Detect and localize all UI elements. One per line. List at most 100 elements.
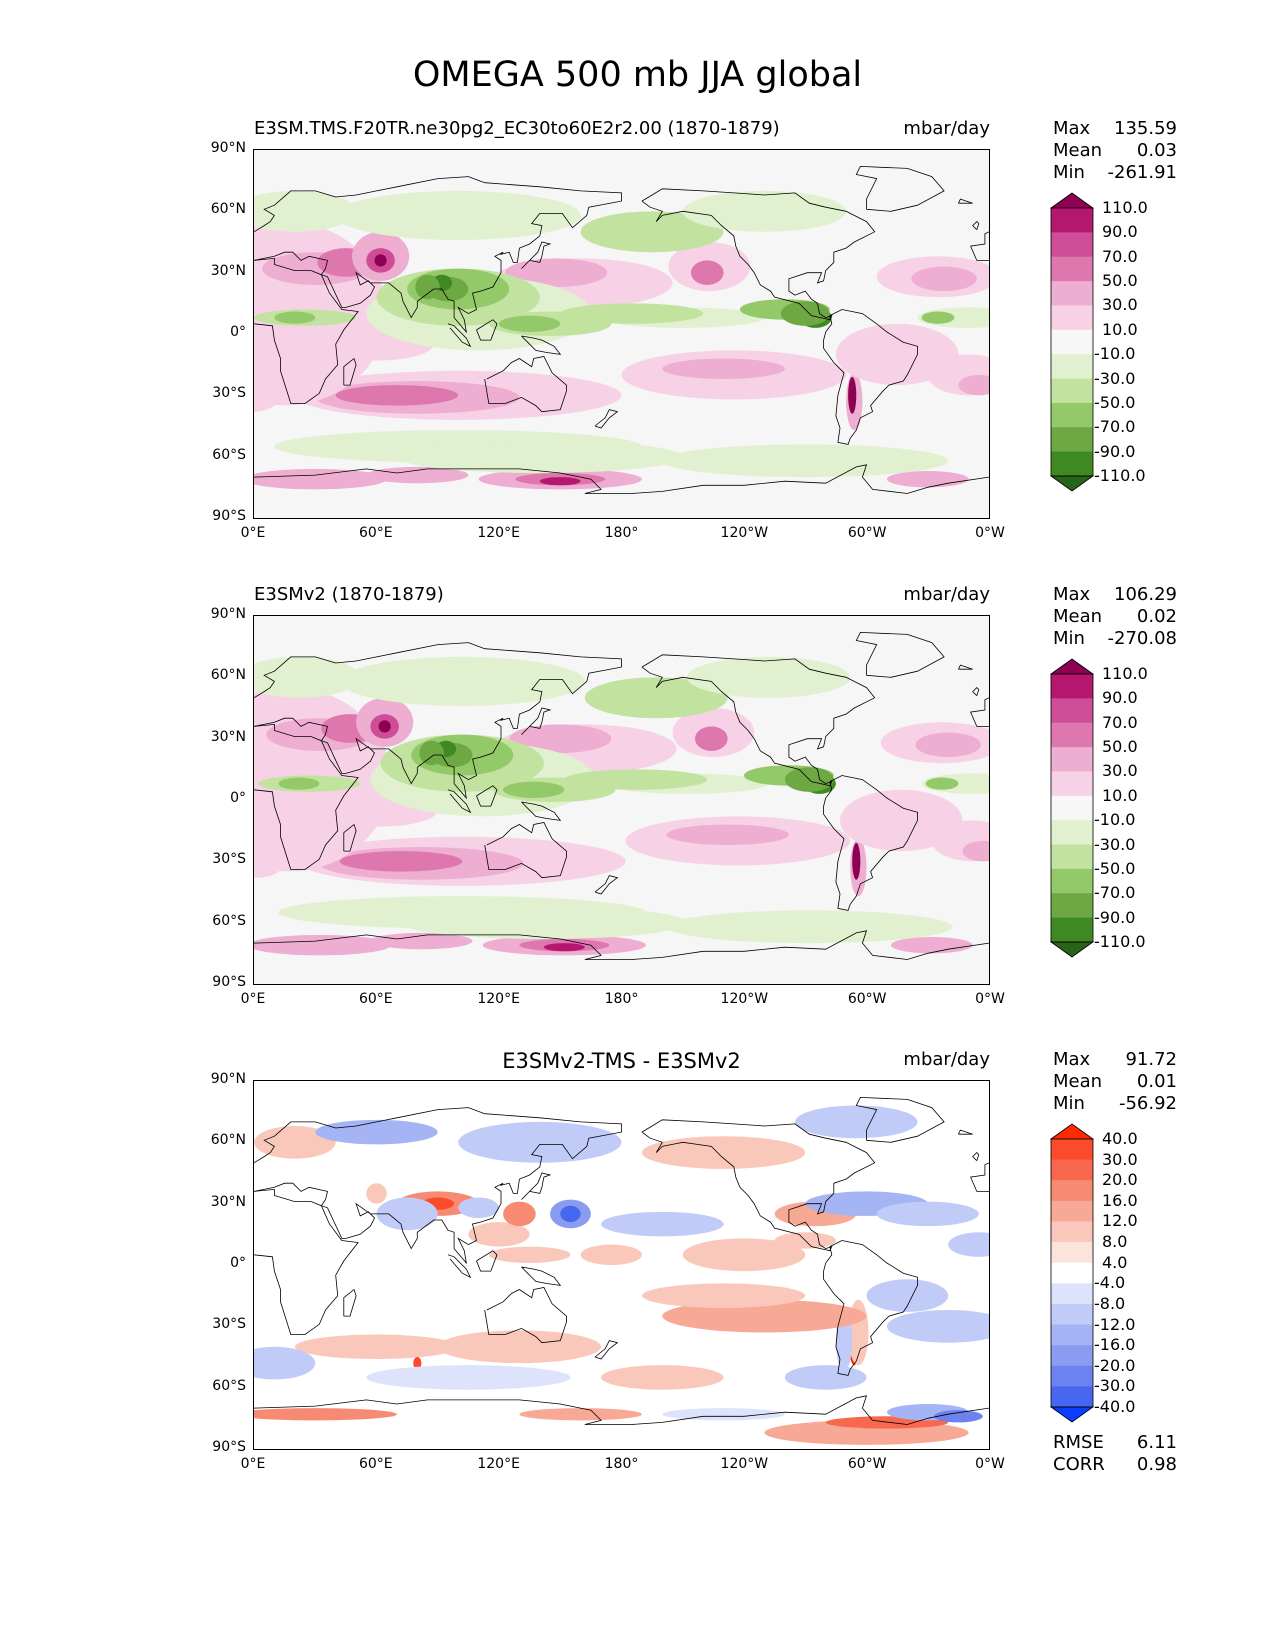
- map-plot: [253, 1080, 990, 1450]
- lon-tick-label: 120°E: [477, 1456, 520, 1472]
- lon-tick-label: 120°E: [477, 525, 520, 541]
- contour-region: [866, 1279, 949, 1313]
- colorbar-level-label: -90.0: [1094, 907, 1136, 927]
- contour-region: [601, 1211, 724, 1237]
- contour-region: [366, 1183, 387, 1204]
- coastline-path: [521, 1172, 552, 1200]
- coastline-path: [958, 198, 973, 204]
- colorbar-level-label: 16.0: [1102, 1190, 1138, 1210]
- contour-region: [948, 1232, 989, 1257]
- stat-mean-value: 0.01: [1136, 1071, 1177, 1092]
- contour-region: [584, 677, 728, 719]
- contour-region: [580, 1244, 642, 1265]
- coastline-path: [484, 822, 567, 879]
- coastline-path: [476, 1250, 498, 1272]
- coastline-path: [970, 231, 989, 261]
- map-field: [254, 631, 989, 960]
- contour-region: [315, 1119, 438, 1145]
- contour-region: [886, 1309, 989, 1343]
- coastline-path: [254, 642, 622, 800]
- contour-region: [366, 466, 469, 484]
- colorbar-swatch: [1051, 698, 1093, 724]
- colorbar-extend-bottom: [1049, 1406, 1095, 1423]
- stat-min-value: -56.92: [1118, 1093, 1177, 1114]
- contour-region: [666, 824, 789, 845]
- contour-region: [468, 1222, 530, 1247]
- lat-tick-label: 30°N: [210, 262, 246, 279]
- contour-region: [641, 1136, 806, 1169]
- stat-mean-label: Mean: [1053, 606, 1103, 627]
- colorbar-swatch: [1051, 451, 1093, 477]
- coastline-path: [254, 697, 359, 870]
- stat-min-label: Min: [1053, 1093, 1085, 1114]
- lat-tick-label: 90°N: [210, 140, 246, 156]
- panel-units: mbar/day: [903, 118, 990, 139]
- coastline-path: [254, 464, 989, 494]
- colorbar-frame: [1050, 1138, 1094, 1408]
- lon-tick-label: 60°W: [847, 991, 887, 1007]
- coastline-path: [855, 165, 945, 212]
- colorbar-level-label: -10.0: [1094, 344, 1136, 364]
- colorbar-level-label: -110.0: [1094, 932, 1146, 951]
- colorbar-swatch: [1051, 305, 1093, 331]
- contour-region: [374, 254, 387, 267]
- contour-region: [915, 732, 981, 758]
- colorbar-swatch: [1051, 747, 1093, 772]
- lon-tick-label: 120°W: [720, 991, 769, 1007]
- coastline-path: [254, 1162, 359, 1335]
- contour-region: [419, 740, 444, 766]
- map-plot: [253, 615, 990, 985]
- colorbar-graphic: [1049, 192, 1095, 492]
- colorbar-level-label: 30.0: [1102, 1149, 1138, 1169]
- stat-max-label: Max: [1053, 584, 1091, 605]
- lon-tick-label: 60°E: [358, 525, 393, 541]
- contour-region: [254, 934, 391, 956]
- contour-region: [662, 1408, 785, 1421]
- lon-tick-label: 0°E: [240, 991, 266, 1007]
- colorbar-swatch: [1051, 1262, 1093, 1284]
- panel-v2: E3SMv2 (1870-1879) mbar/day 90°N 60°N 30°N…: [0, 578, 1275, 1038]
- stat-max-value: 135.59: [1114, 118, 1177, 139]
- contour-region: [958, 374, 989, 396]
- stat-max-value: 106.29: [1114, 584, 1177, 605]
- colorbar-swatch: [1051, 722, 1093, 748]
- coastline-path: [521, 335, 562, 355]
- lat-tick-label: 30°S: [212, 385, 246, 402]
- coastline-path: [254, 1395, 989, 1425]
- coastline-path: [343, 1288, 357, 1317]
- lat-tick-label: 60°N: [210, 667, 246, 684]
- coastline-path: [970, 697, 989, 727]
- stat-max-value: 91.72: [1125, 1049, 1177, 1070]
- contour-region: [254, 190, 357, 232]
- stat-corr-label: CORR: [1053, 1454, 1105, 1475]
- panel-units: mbar/day: [903, 584, 990, 605]
- contour-region: [366, 1365, 571, 1390]
- contour-region: [401, 906, 687, 940]
- colorbar-level-label: 70.0: [1102, 712, 1138, 732]
- lat-tick-label: 60°N: [210, 201, 246, 218]
- lon-tick-label: 60°W: [847, 1456, 887, 1472]
- colorbar-level-label: 50.0: [1102, 737, 1138, 757]
- coastline-path: [958, 1129, 973, 1135]
- colorbar-frame: [1050, 207, 1094, 477]
- stat-mean-label: Mean: [1053, 1071, 1103, 1092]
- coastline-path: [254, 1107, 622, 1265]
- stat-min-label: Min: [1053, 162, 1085, 183]
- colorbar-level-label: 4.0: [1102, 1252, 1128, 1272]
- contour-region: [254, 1408, 397, 1421]
- colorbar-swatch: [1051, 378, 1093, 404]
- panel-units: mbar/day: [903, 1049, 990, 1070]
- stat-min-value: -270.08: [1107, 628, 1177, 649]
- coastline-path: [254, 231, 359, 404]
- colorbar: 40.0 30.0 20.0 16.0 12.0 8.0 4.0 -4.0 -8.0 -12.0-…: [1049, 1123, 1138, 1423]
- coastlines: [254, 165, 989, 494]
- colorbar-level-label: 30.0: [1102, 295, 1138, 315]
- lon-tick-label: 0°W: [975, 991, 1005, 1007]
- contour-region: [339, 851, 463, 872]
- contour-region: [254, 468, 387, 490]
- colorbar-level-label: -10.0: [1094, 810, 1136, 830]
- lat-tick-label: 0°: [230, 790, 246, 806]
- colorbar-extend-top: [1049, 658, 1095, 675]
- field-contours: [254, 1105, 989, 1445]
- coastline-path: [855, 631, 945, 678]
